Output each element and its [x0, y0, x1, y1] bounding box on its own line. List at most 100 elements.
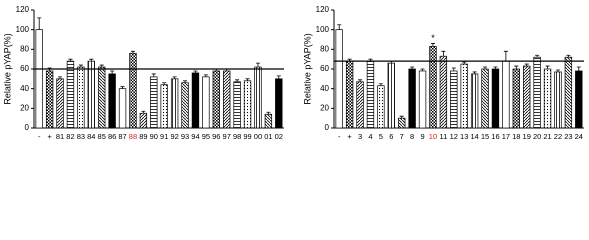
x-tick-label: 81	[56, 132, 64, 141]
x-tick-label: 95	[202, 132, 210, 141]
bar	[564, 56, 573, 129]
y-tick-label: 0	[325, 123, 330, 132]
bar	[408, 68, 416, 129]
x-tick-label: 22	[554, 132, 562, 141]
x-tick-label: 15	[481, 132, 489, 141]
bar	[450, 70, 458, 129]
error-bar	[545, 65, 550, 69]
bar	[77, 66, 85, 129]
bar	[181, 82, 189, 129]
bar	[377, 85, 385, 129]
error-bar	[162, 82, 167, 85]
bar	[170, 78, 179, 129]
error-bar	[358, 79, 363, 82]
bar	[212, 70, 220, 129]
bar	[387, 62, 395, 129]
bar	[150, 76, 158, 129]
y-tick-label: 60	[320, 64, 329, 73]
y-tick-label: 120	[16, 5, 30, 14]
bar	[429, 46, 437, 129]
x-tick-label: 96	[212, 132, 220, 141]
error-bar	[472, 71, 477, 74]
x-tick-label: -	[38, 132, 41, 141]
error-bar	[172, 76, 177, 79]
x-tick-label: 12	[450, 132, 458, 141]
x-tick-label: 83	[77, 132, 85, 141]
x-tick-label: 89	[139, 132, 147, 141]
x-tick-label: 87	[118, 132, 126, 141]
bar	[118, 88, 127, 129]
y-axis-label: Relative pYAP(%)	[302, 33, 312, 104]
y-tick-label: 40	[320, 84, 329, 93]
error-bar	[451, 67, 456, 71]
error-bar	[110, 70, 115, 74]
x-tick-label: 21	[543, 132, 551, 141]
y-tick-label: 20	[320, 103, 329, 112]
bar	[56, 78, 64, 129]
bar	[191, 72, 200, 129]
error-bar	[130, 50, 135, 54]
bar	[575, 70, 583, 129]
error-bar	[78, 64, 83, 68]
error-bar	[410, 66, 415, 69]
error-bar	[99, 64, 104, 68]
x-tick-label: 13	[460, 132, 468, 141]
bar	[275, 78, 283, 129]
bar	[554, 71, 562, 129]
annotation: *	[431, 33, 435, 43]
bar	[139, 112, 148, 129]
x-tick-label: 8	[410, 132, 414, 141]
error-bar	[245, 78, 250, 81]
x-tick-label: 16	[491, 132, 499, 141]
bar	[502, 60, 510, 129]
x-tick-label: 4	[368, 132, 372, 141]
error-bar	[378, 83, 383, 86]
x-tick-label: 85	[98, 132, 106, 141]
x-tick-label: 11	[439, 132, 447, 141]
error-bar	[141, 110, 146, 114]
error-bar	[462, 61, 467, 65]
y-tick-label: 100	[316, 25, 330, 34]
x-tick-label: 10	[429, 132, 437, 141]
error-bar	[151, 73, 156, 77]
error-bar	[37, 17, 42, 30]
bar	[264, 113, 273, 129]
x-tick-label: 5	[379, 132, 383, 141]
y-tick-label: 40	[20, 84, 29, 93]
x-tick-label: 19	[523, 132, 531, 141]
x-tick-label: 14	[470, 132, 478, 141]
error-bar	[337, 24, 342, 30]
error-bar	[266, 111, 271, 115]
x-tick-label: +	[47, 132, 52, 141]
x-tick-label: 84	[87, 132, 95, 141]
bar	[491, 68, 500, 129]
bar	[512, 68, 520, 129]
x-tick-label: +	[347, 132, 352, 141]
x-tick-label: 23	[564, 132, 572, 141]
x-tick-label: 99	[243, 132, 251, 141]
error-bar	[441, 50, 446, 57]
x-tick-label: 02	[275, 132, 283, 141]
x-tick-label: 6	[389, 132, 393, 141]
error-bar	[193, 70, 198, 73]
x-tick-label: 86	[108, 132, 116, 141]
y-tick-label: 80	[320, 44, 329, 53]
x-tick-label: 88	[129, 132, 137, 141]
bar	[523, 65, 531, 129]
error-bar	[68, 58, 73, 62]
error-bar	[483, 66, 488, 69]
bar	[481, 68, 489, 129]
bar	[460, 63, 468, 129]
error-bar	[183, 80, 188, 83]
bar	[108, 73, 116, 129]
x-tick-label: 24	[575, 132, 583, 141]
bar	[366, 60, 375, 129]
bar	[439, 55, 448, 129]
bar	[160, 84, 168, 129]
y-tick-label: 100	[16, 25, 30, 34]
x-tick-label: 97	[223, 132, 231, 141]
x-tick-label: 90	[150, 132, 158, 141]
x-tick-label: 98	[233, 132, 241, 141]
bar	[398, 117, 406, 129]
bar	[335, 29, 343, 129]
